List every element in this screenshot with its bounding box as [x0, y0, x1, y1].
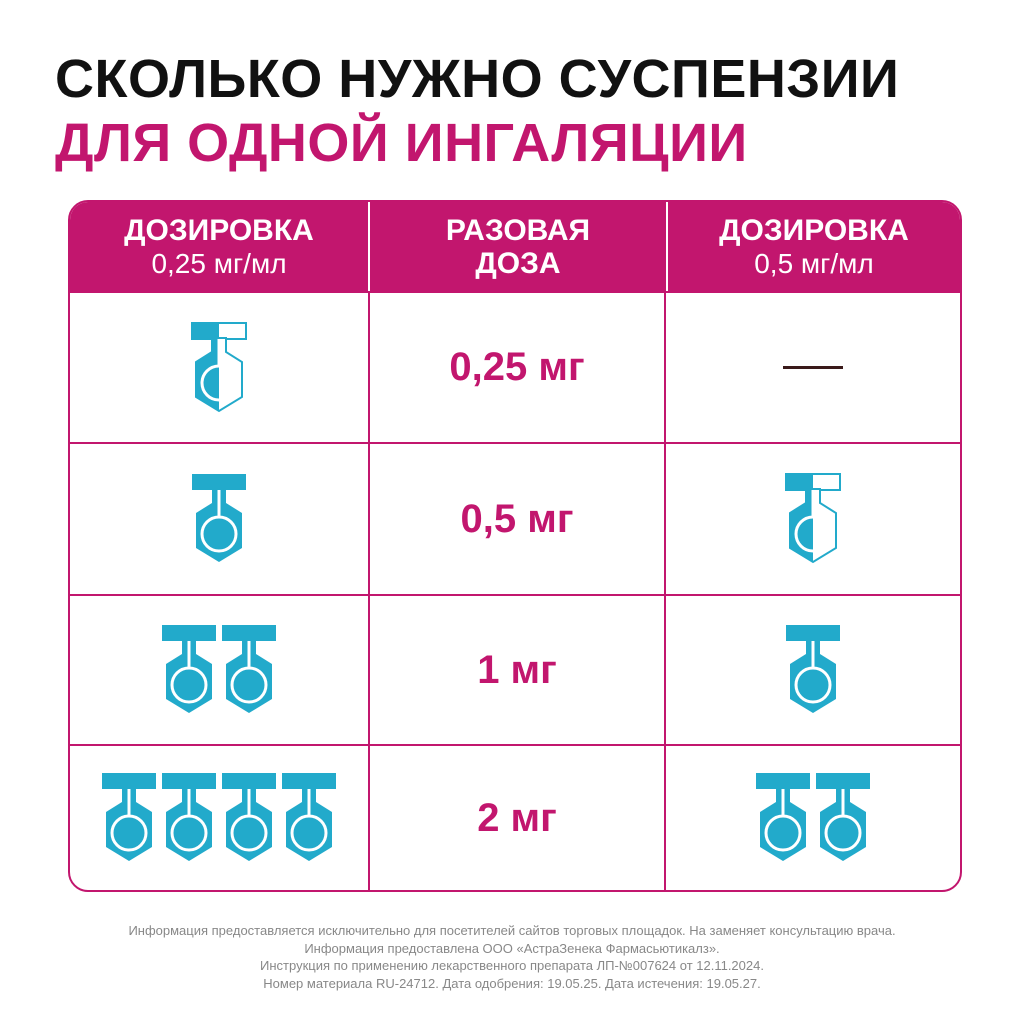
- vial-icon: [162, 625, 216, 713]
- header-sub: 0,25 мг/мл: [151, 247, 287, 279]
- header-title: ДОЗИРОВКА: [719, 213, 909, 247]
- vial-icon: [786, 625, 840, 713]
- cell-vials-025: [70, 744, 368, 890]
- header-dosage-05: ДОЗИРОВКА 0,5 мг/мл: [666, 202, 960, 291]
- half-vial-icon: [785, 473, 841, 564]
- cell-dose: 0,25 мг: [368, 291, 666, 442]
- disclaimer-line: Информация предоставляется исключительно…: [128, 923, 896, 938]
- cell-dose: 0,5 мг: [368, 442, 666, 594]
- disclaimer: Информация предоставляется исключительно…: [0, 922, 1024, 992]
- cell-dose: 2 мг: [368, 744, 666, 890]
- title-line-1: СКОЛЬКО НУЖНО СУСПЕНЗИИ: [55, 49, 900, 109]
- disclaimer-line: Инструкция по применению лекарственного …: [260, 958, 764, 973]
- disclaimer-line: Номер материала RU-24712. Дата одобрения…: [263, 975, 761, 991]
- half-vial-icon: [191, 321, 247, 412]
- cell-vials-05: [666, 594, 960, 744]
- cell-vials-025: [70, 442, 368, 594]
- cell-vials-05: [666, 442, 960, 594]
- dosage-table: ДОЗИРОВКА 0,25 мг/мл РАЗОВАЯ ДОЗА ДОЗИРОВК…: [68, 200, 962, 892]
- cell-vials-025: [70, 594, 368, 744]
- cell-dose: 1 мг: [368, 594, 666, 744]
- cell-vials-025: [70, 291, 368, 442]
- disclaimer-line: Информация предоставлена ООО «АстраЗенек…: [304, 940, 720, 956]
- cell-vials-05: [666, 744, 960, 890]
- vial-icon: [282, 773, 336, 861]
- vial-icon: [222, 773, 276, 861]
- none-dash: [783, 366, 843, 369]
- vial-icon: [816, 773, 870, 861]
- header-sub: 0,5 мг/мл: [754, 247, 874, 279]
- header-dosage-025: ДОЗИРОВКА 0,25 мг/мл: [70, 202, 368, 291]
- vial-icon: [756, 773, 810, 861]
- header-title: ДОЗИРОВКА: [124, 213, 314, 247]
- header-title: РАЗОВАЯ: [445, 213, 591, 247]
- vial-icon: [102, 773, 156, 861]
- vial-icon: [192, 474, 246, 562]
- header-sub: ДОЗА: [475, 246, 561, 280]
- cell-vials-05: [666, 291, 960, 442]
- title-line-2: ДЛЯ ОДНОЙ ИНГАЛЯЦИИ: [55, 113, 748, 173]
- vial-icon: [222, 625, 276, 713]
- vial-icon: [162, 773, 216, 861]
- header-single-dose: РАЗОВАЯ ДОЗА: [368, 202, 666, 291]
